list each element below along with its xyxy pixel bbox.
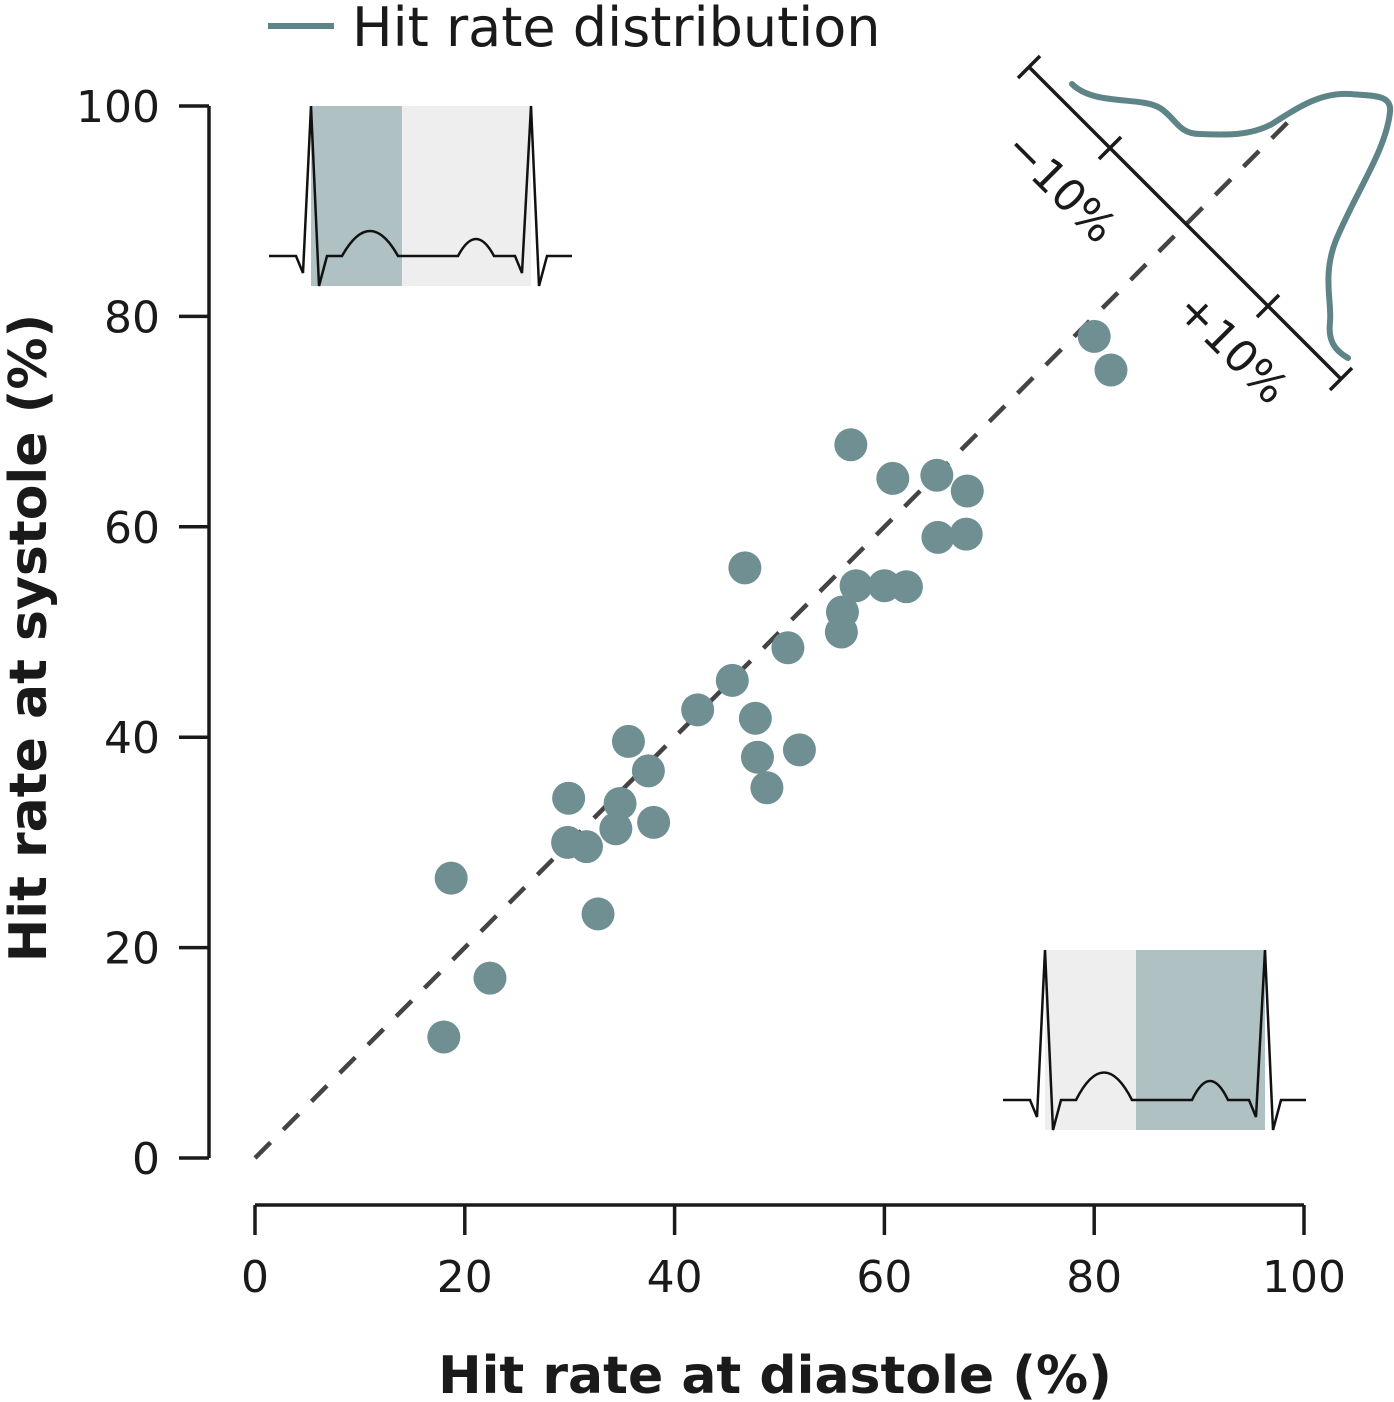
- data-point: [876, 461, 910, 495]
- y-tick-label: 40: [104, 713, 160, 764]
- data-point: [599, 812, 633, 846]
- y-tick-label: 80: [104, 292, 160, 343]
- data-point: [473, 961, 507, 995]
- data-point: [715, 663, 749, 697]
- y-tick-label: 20: [104, 924, 160, 975]
- data-point: [611, 724, 645, 758]
- data-point: [950, 474, 984, 508]
- data-point: [771, 631, 805, 665]
- data-point: [738, 701, 772, 735]
- hit-rate-distribution-curve: [1069, 81, 1394, 361]
- data-point: [889, 570, 923, 604]
- systole-phase-highlight: [311, 106, 402, 286]
- y-tick-label: 60: [104, 503, 160, 554]
- data-point: [834, 428, 868, 462]
- diastole-phase-inset: [1003, 949, 1306, 1131]
- x-axis: 0 20 40 60 80 100: [241, 1203, 1346, 1303]
- data-point: [921, 520, 955, 554]
- distribution-axis-tick-minus10: [1097, 135, 1123, 161]
- distribution-axis-tick-plus10: [1255, 293, 1281, 319]
- data-point: [782, 733, 816, 767]
- distribution-axis-label-plus10: +10%: [1167, 283, 1298, 414]
- data-point: [825, 595, 859, 629]
- data-point: [839, 569, 873, 603]
- distribution-axis: [1027, 65, 1343, 381]
- data-point: [728, 551, 762, 585]
- x-tick-label: 80: [1066, 1252, 1122, 1303]
- legend-label: Hit rate distribution: [352, 0, 881, 59]
- x-tick-label: 40: [647, 1252, 703, 1303]
- data-point: [581, 897, 615, 931]
- x-tick-label: 100: [1262, 1252, 1346, 1303]
- data-point: [681, 693, 715, 727]
- diastole-phase-highlight: [1136, 950, 1265, 1130]
- systole-phase-inset: [269, 105, 572, 287]
- data-point: [740, 740, 774, 774]
- data-point: [949, 517, 983, 551]
- identity-reference-line: [253, 120, 1290, 1160]
- data-point: [920, 458, 954, 492]
- data-point: [552, 781, 586, 815]
- y-axis-title: Hit rate at systole (%): [0, 314, 59, 963]
- y-axis: 0 20 40 60 80 100: [76, 82, 211, 1185]
- data-point: [631, 754, 665, 788]
- distribution-axis-end-tick: [1016, 54, 1042, 80]
- legend: Hit rate distribution: [268, 0, 881, 59]
- y-tick-label: 0: [132, 1134, 160, 1185]
- diastole-phase-background: [402, 106, 531, 286]
- x-tick-label: 60: [856, 1252, 912, 1303]
- y-tick-label: 100: [76, 82, 160, 133]
- data-point: [434, 861, 468, 895]
- x-axis-title: Hit rate at diastole (%): [438, 1346, 1112, 1402]
- data-point: [750, 771, 784, 805]
- diastole-phase-background: [1045, 950, 1136, 1130]
- data-point: [603, 786, 637, 820]
- x-tick-label: 20: [437, 1252, 493, 1303]
- data-point: [1077, 319, 1111, 353]
- data-point: [569, 830, 603, 864]
- data-points: [427, 319, 1128, 1054]
- x-tick-label: 0: [241, 1252, 269, 1303]
- data-point: [637, 805, 671, 839]
- data-point: [427, 1020, 461, 1054]
- ecg-trace: [1003, 949, 1306, 1131]
- distribution-inset: −10% +10%: [995, 54, 1394, 414]
- ecg-trace: [269, 105, 572, 287]
- data-point: [1094, 353, 1128, 387]
- distribution-axis-end-tick: [1328, 366, 1354, 392]
